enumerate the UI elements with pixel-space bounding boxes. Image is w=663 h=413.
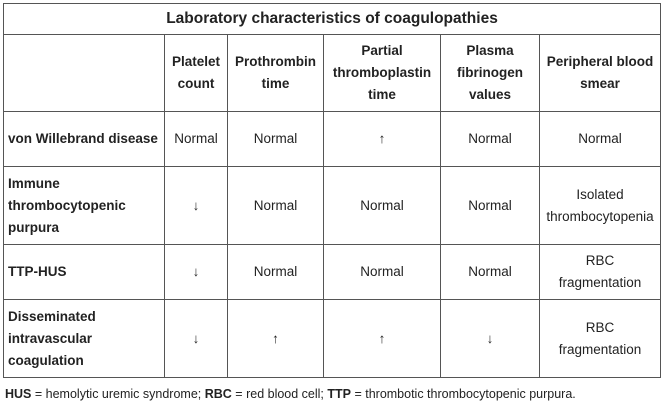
- table-cell: ↑: [227, 299, 324, 378]
- header-row: Platelet count Prothrombin time Partial …: [3, 34, 662, 112]
- table-cell: ↓: [164, 299, 228, 378]
- table-cell: Normal: [323, 244, 441, 300]
- header-prothrombin-time: Prothrombin time: [227, 34, 324, 112]
- header-partial-thromboplastin-time: Partial thromboplastin time: [323, 34, 441, 112]
- table-cell: Normal: [440, 244, 540, 300]
- table-cell: Normal: [440, 166, 540, 245]
- row-label: TTP-HUS: [3, 244, 165, 300]
- footnote-abbr: RBC: [204, 387, 232, 401]
- footnote: HUS = hemolytic uremic syndrome; RBC = r…: [5, 386, 576, 402]
- table-cell: Normal: [227, 111, 324, 167]
- table-cell: Normal: [227, 244, 324, 300]
- table-cell: ↑: [323, 299, 441, 378]
- table-cell: ↓: [440, 299, 540, 378]
- table-title: Laboratory characteristics of coagulopat…: [2, 3, 662, 35]
- table-cell: Normal: [227, 166, 324, 245]
- table-cell: RBC fragmentation: [538, 244, 662, 300]
- header-plasma-fibrinogen: Plasma fibrinogen values: [440, 34, 540, 112]
- coagulopathy-table: Laboratory characteristics of coagulopat…: [2, 3, 662, 378]
- row-label: von Willebrand disease: [3, 111, 165, 167]
- table-cell: Normal: [323, 166, 441, 245]
- table-cell: Normal: [538, 111, 662, 167]
- header-peripheral-smear: Peripheral blood smear: [538, 34, 662, 112]
- header-platelet-count: Platelet count: [164, 34, 228, 112]
- table-cell: Normal: [164, 111, 228, 167]
- table-row: Immune thrombocytopenic purpura ↓ Normal…: [3, 166, 662, 245]
- table-row: von Willebrand disease Normal Normal ↑ N…: [3, 111, 662, 167]
- footnote-abbr: TTP: [327, 387, 351, 401]
- footnote-abbr: HUS: [5, 387, 32, 401]
- table-cell: ↑: [323, 111, 441, 167]
- row-label: Immune thrombocytopenic purpura: [3, 166, 165, 245]
- row-label: Disseminated intravascular coagulation: [3, 299, 165, 378]
- table-cell: RBC fragmentation: [538, 299, 662, 378]
- table-row: Disseminated intravascular coagulation ↓…: [3, 299, 662, 378]
- table-cell: ↓: [164, 166, 228, 245]
- table-cell: Isolated thrombocytopenia: [538, 166, 662, 245]
- footnote-text: = hemolytic uremic syndrome;: [31, 387, 205, 401]
- table-cell: Normal: [440, 111, 540, 167]
- footnote-text: = thrombotic thrombocytopenic purpura.: [350, 387, 576, 401]
- table-cell: ↓: [164, 244, 228, 300]
- corner-header: [3, 34, 165, 112]
- footnote-text: = red blood cell;: [231, 387, 328, 401]
- table-row: TTP-HUS ↓ Normal Normal Normal RBC fragm…: [3, 244, 662, 300]
